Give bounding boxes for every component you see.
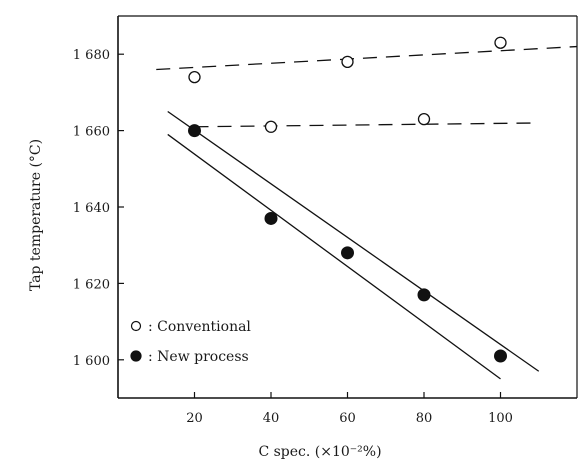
conventional-point — [341, 55, 354, 68]
conventional-point — [188, 70, 201, 84]
x-tick-label: 80 — [416, 411, 433, 426]
dashed-trend-line — [156, 45, 578, 71]
data-points — [188, 36, 507, 363]
dashed-trend-line — [194, 122, 539, 128]
x-tick-label: 60 — [339, 411, 356, 426]
conventional-point — [494, 36, 507, 49]
legend-label-new-process: : New process — [148, 349, 249, 365]
x-axis-ticks: 20 40 60 80 100 — [186, 392, 513, 426]
new-process-point — [264, 211, 278, 225]
y-axis-title: Tap temperature (°C) — [28, 139, 44, 291]
y-tick-label: 1 640 — [73, 201, 110, 216]
conventional-point — [417, 112, 431, 126]
fit-lines — [156, 45, 578, 380]
x-tick-label: 20 — [186, 411, 203, 426]
new-process-point — [188, 124, 201, 138]
x-axis-title: C spec. (×10⁻²%) — [258, 444, 381, 460]
x-tick-label: 100 — [488, 411, 513, 426]
new-process-point — [494, 349, 507, 363]
solid-band-line — [167, 133, 501, 380]
legend-marker-new-process — [130, 350, 142, 362]
legend: : Conventional : New process — [130, 319, 251, 365]
y-tick-label: 1 620 — [73, 277, 110, 292]
solid-band-line — [167, 110, 540, 372]
y-tick-label: 1 660 — [73, 125, 110, 140]
y-tick-label: 1 600 — [73, 354, 110, 369]
x-tick-label: 40 — [263, 411, 280, 426]
y-tick-label: 1 680 — [73, 48, 110, 63]
legend-label-conventional: : Conventional — [148, 319, 251, 335]
legend-marker-conventional — [130, 320, 142, 332]
plot-frame — [117, 15, 578, 399]
y-axis-ticks: 1 600 1 620 1 640 1 660 1 680 — [73, 48, 124, 369]
new-process-point — [341, 246, 354, 260]
conventional-point — [264, 120, 278, 133]
new-process-point — [417, 288, 431, 302]
